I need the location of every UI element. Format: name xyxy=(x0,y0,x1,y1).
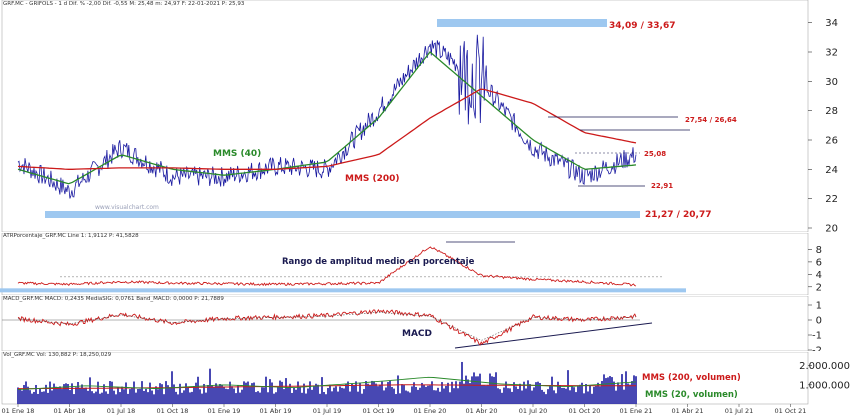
x-tick-label: 01 Oct 20 xyxy=(569,407,601,415)
price-chart[interactable]: 20 22 24 26 28 30 32 34 34,09 / 33,67 27,54 / 26,… xyxy=(0,0,851,232)
atr-band xyxy=(0,288,686,293)
resistance2-label: 27,54 / 26,64 xyxy=(685,116,737,124)
atr-y-tick-label: 2 xyxy=(816,282,822,293)
atr-y-tick-label: 4 xyxy=(816,270,822,281)
macd-line xyxy=(17,309,637,346)
atr-chart[interactable]: 24 68 Rango de amplitud medio en porcentaj… xyxy=(0,233,851,295)
x-tick-label: 01 Jul 18 xyxy=(107,407,136,415)
macd-y-tick-label: -2 xyxy=(812,346,822,352)
volume-chart[interactable]: 2.000.000 1.000.000 MMS (200, volumen) MMS … xyxy=(0,352,851,418)
resistance-label: 34,09 / 33,67 xyxy=(609,21,676,31)
macd-chart[interactable]: 1 0 -1 -2 MACD xyxy=(0,296,851,351)
macd-y-tick-label: 0 xyxy=(816,316,822,327)
x-tick-label: 01 Ene 19 xyxy=(208,407,241,415)
x-tick-label: 01 Abr 19 xyxy=(260,407,292,415)
x-tick-label: 01 Ene 18 xyxy=(2,407,35,415)
mms200-label: MMS (200) xyxy=(345,174,400,184)
support-band xyxy=(45,211,640,218)
atr-y-tick-label: 8 xyxy=(816,245,822,256)
mms40-label: MMS (40) xyxy=(213,149,261,159)
support-label: 21,27 / 20,77 xyxy=(645,210,712,220)
x-tick-label: 01 Jul 19 xyxy=(313,407,342,415)
level-25-label: 25,08 xyxy=(644,150,666,158)
x-tick-label: 01 Oct 21 xyxy=(775,407,807,415)
macd-y-tick-label: 1 xyxy=(816,301,822,312)
mms200-line xyxy=(17,88,637,170)
atr-line xyxy=(17,246,637,287)
vol-y-tick-label: 1.000.000 xyxy=(799,380,850,391)
x-tick-label: 01 Jul 21 xyxy=(725,407,754,415)
macd-header: MACD_GRF.MC MACD: 0,2435 MediaSIG: 0,076… xyxy=(3,296,224,302)
y-tick-label: 20 xyxy=(825,224,838,233)
y-tick-label: 32 xyxy=(825,48,838,59)
volume-panel: Vol_GRF.MC Vol: 130,882 P: 18,250,029 2.… xyxy=(0,352,851,418)
x-tick-label: 01 Abr 20 xyxy=(466,407,498,415)
volume-header: Vol_GRF.MC Vol: 130,882 P: 18,250,029 xyxy=(3,352,112,358)
mms40-line xyxy=(17,51,637,185)
vol-y-tick-label: 2.000.000 xyxy=(799,361,850,372)
x-tick-label: 01 Ene 20 xyxy=(414,407,447,415)
macd-panel: MACD_GRF.MC MACD: 0,2435 MediaSIG: 0,076… xyxy=(0,296,851,351)
watermark: www.visualchart.com xyxy=(95,204,159,211)
x-tick-label: 01 Abr 18 xyxy=(54,407,86,415)
y-tick-label: 22 xyxy=(825,194,838,205)
resistance-band xyxy=(437,19,607,27)
plot-area xyxy=(1,0,809,232)
macd-y-tick-label: -1 xyxy=(812,331,822,342)
level-22-label: 22,91 xyxy=(651,182,673,190)
x-tick-label: 01 Abr 21 xyxy=(672,407,704,415)
y-tick-label: 30 xyxy=(825,77,838,88)
vol-mms20-line xyxy=(17,376,637,391)
atr-plot-area xyxy=(1,233,809,295)
x-tick-label: 01 Jul 20 xyxy=(519,407,548,415)
atr-panel: ATRPorcentaje_GRF.MC Line 1: 1,9112 P: 4… xyxy=(0,233,851,295)
macd-title: MACD xyxy=(402,329,432,339)
macd-trendline xyxy=(454,322,653,349)
atr-y-tick-label: 6 xyxy=(816,257,822,268)
y-tick-label: 28 xyxy=(825,106,838,117)
price-header: GRF.MC - GRIFOLS - 1 d Dif. % -2,00 Dif.… xyxy=(3,1,245,7)
atr-title: Rango de amplitud medio en porcentaje xyxy=(282,257,475,267)
y-tick-label: 26 xyxy=(825,136,838,147)
x-tick-label: 01 Oct 19 xyxy=(363,407,395,415)
vol-mms200-label: MMS (200, volumen) xyxy=(642,373,741,383)
y-tick-label: 24 xyxy=(825,165,838,176)
vol-mms20-label: MMS (20, volumen) xyxy=(645,390,738,400)
price-panel: GRF.MC - GRIFOLS - 1 d Dif. % -2,00 Dif.… xyxy=(0,0,851,232)
x-tick-label: 01 Oct 18 xyxy=(157,407,189,415)
macd-plot-area xyxy=(1,296,809,351)
x-tick-label: 01 Ene 21 xyxy=(620,407,653,415)
atr-header: ATRPorcentaje_GRF.MC Line 1: 1,9112 P: 4… xyxy=(3,233,139,239)
y-tick-label: 34 xyxy=(825,18,838,29)
price-line xyxy=(17,34,637,199)
